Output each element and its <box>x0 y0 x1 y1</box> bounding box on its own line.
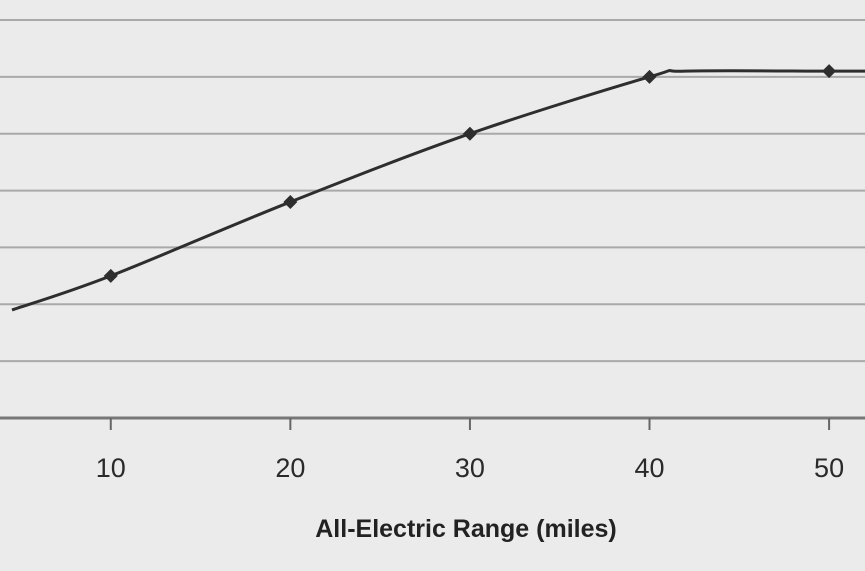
x-tick-label: 10 <box>96 453 126 483</box>
series-group <box>11 69 865 312</box>
data-point-marker <box>462 126 477 141</box>
x-axis-title: All-Electric Range (miles) <box>315 515 616 543</box>
x-tick-label: 50 <box>814 453 844 483</box>
data-point-marker <box>642 69 657 84</box>
gridlines <box>0 19 865 420</box>
data-point-marker <box>822 64 837 79</box>
data-point-marker <box>103 268 118 283</box>
data-point-marker <box>283 194 298 209</box>
series-line <box>11 69 865 312</box>
x-axis-tick-labels: 10 20 30 40 50 <box>96 453 844 483</box>
x-tick-label: 20 <box>275 453 305 483</box>
data-markers <box>103 64 837 283</box>
x-tick-label: 40 <box>634 453 664 483</box>
x-axis-ticks <box>109 418 831 430</box>
x-tick-label: 30 <box>455 453 485 483</box>
